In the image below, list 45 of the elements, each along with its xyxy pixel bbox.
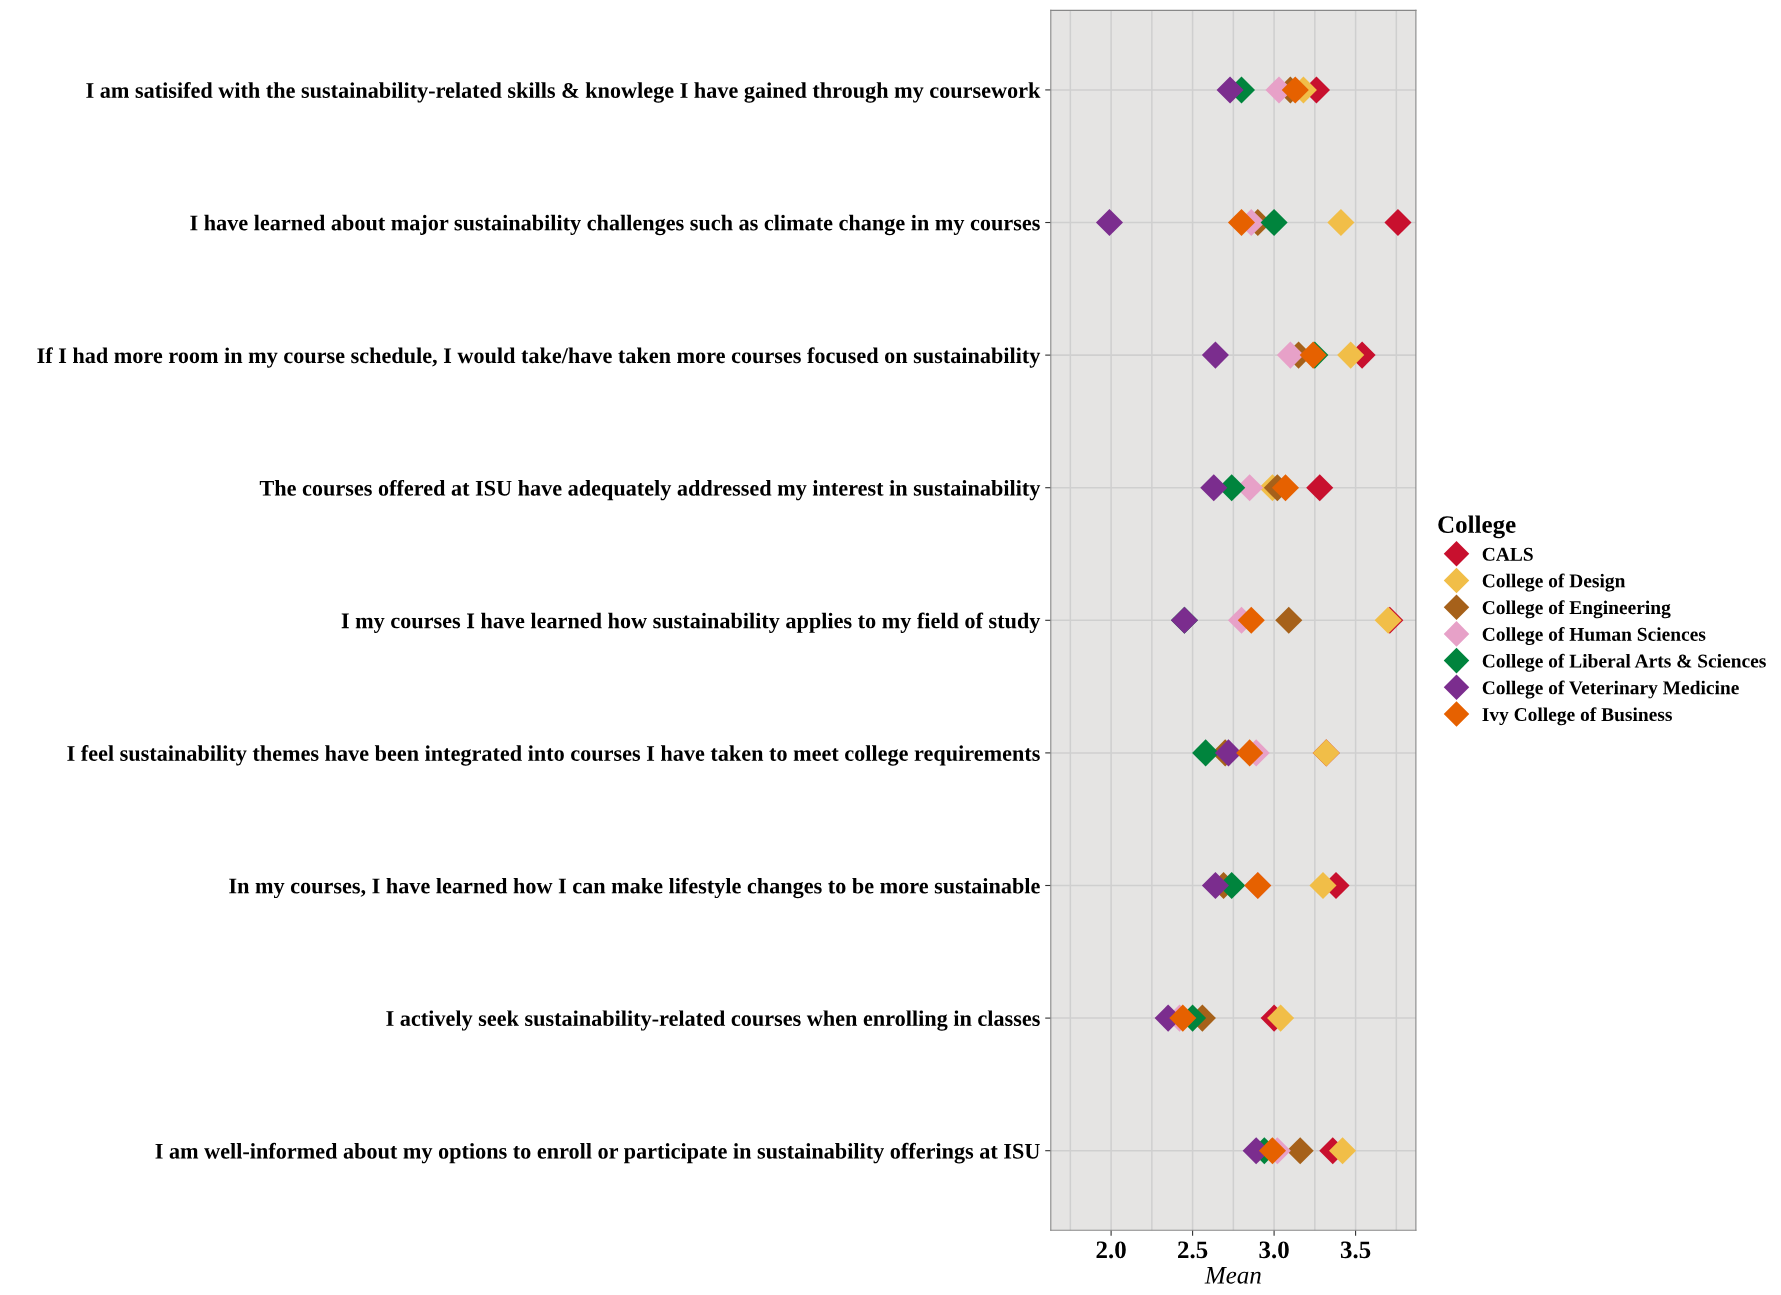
point xyxy=(1337,341,1365,369)
y-tick-label: I actively seek sustainability-related courses when enrolling in classes xyxy=(386,1010,1040,1031)
y-tick-label: I have learned about major sustainability challenges such as climate change in my courses xyxy=(190,214,1040,236)
legend-label: College of Veterinary Medicine xyxy=(1482,680,1739,699)
x-tick-label: 3.5 xyxy=(1340,1241,1371,1259)
y-tick-label: The courses offered at ISU have adequately addressed my interest in sustainability xyxy=(259,479,1041,501)
legend-label: College of Engineering xyxy=(1482,600,1671,619)
legend-title: College xyxy=(1438,515,1516,539)
point xyxy=(1095,208,1124,237)
point xyxy=(1216,76,1244,104)
y-tick-label: I my courses I have learned how sustainability applies to my field of study xyxy=(341,612,1041,633)
point xyxy=(1281,76,1309,104)
point xyxy=(1237,606,1265,634)
legend-label: CALS xyxy=(1482,547,1533,561)
point xyxy=(1275,606,1303,634)
y-tick-label: I am well-informed about my options to enroll or participate in sustainability offerings at ISU xyxy=(155,1142,1040,1164)
point xyxy=(1201,341,1229,369)
point xyxy=(1384,208,1412,237)
point xyxy=(1201,871,1229,900)
y-tick-label: In my courses, I have learned how I can make lifestyle changes to be more sustainable xyxy=(229,877,1040,899)
point xyxy=(1200,474,1228,502)
legend-label: Ivy College of Business xyxy=(1482,707,1672,726)
point xyxy=(1271,474,1300,502)
point xyxy=(1258,1137,1286,1165)
point xyxy=(1192,739,1220,767)
point xyxy=(1267,1004,1295,1032)
legend-label: College of Liberal Arts & Sciences xyxy=(1482,653,1766,672)
point xyxy=(1329,1137,1357,1165)
point xyxy=(1306,474,1334,502)
y-tick-label: If I had more room in my course schedule, I would take/have taken more courses focused on sustainability xyxy=(37,347,1041,368)
x-tick-label: 3.0 xyxy=(1259,1241,1289,1259)
point xyxy=(1327,208,1355,237)
point xyxy=(1286,1137,1314,1165)
point xyxy=(1227,208,1256,237)
y-tick-label: I am satisifed with the sustainability-related skills & knowlege I have gained through my coursework xyxy=(86,82,1041,103)
x-tick-label: 2.5 xyxy=(1178,1241,1208,1259)
point xyxy=(1309,871,1337,900)
y-tick-label: I feel sustainability themes have been integrated into courses I have taken to meet college requirements xyxy=(67,745,1040,766)
point xyxy=(1260,208,1288,237)
legend-label: College of Design xyxy=(1482,573,1626,592)
x-axis-title: Mean xyxy=(1204,1267,1261,1284)
legend-label: College of Human Sciences xyxy=(1482,627,1706,645)
point xyxy=(1276,341,1304,369)
point xyxy=(1236,739,1264,767)
x-tick-label: 2.0 xyxy=(1096,1241,1126,1259)
